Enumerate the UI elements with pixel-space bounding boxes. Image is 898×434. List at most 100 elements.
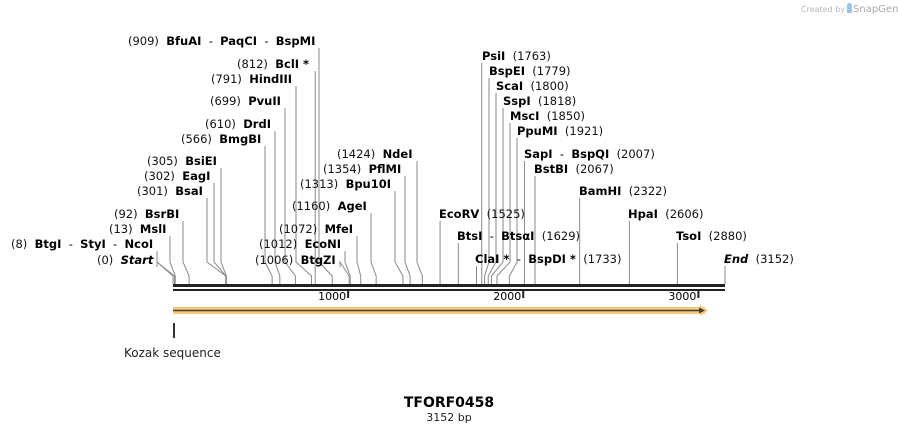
name-separator: -	[482, 229, 502, 243]
cut-line-msci	[496, 123, 511, 284]
orf-feature-arrow[interactable]	[173, 305, 708, 316]
enzyme-label-start[interactable]: (0) Start	[97, 254, 153, 267]
cut-line-eagi	[213, 183, 227, 284]
enzyme-name: MscI	[510, 109, 540, 123]
name-separator: -	[105, 237, 125, 251]
cut-line-ppumi	[508, 138, 518, 284]
cut-position: (1921)	[564, 124, 604, 138]
cut-position: (2067)	[575, 162, 614, 176]
enzyme-name: BtgZI	[300, 253, 336, 267]
enzyme-label-ecorv[interactable]: EcoRV (1525)	[439, 208, 525, 221]
enzyme-label-msci[interactable]: MscI (1850)	[510, 110, 585, 123]
enzyme-label-ppumi[interactable]: PpuMI (1921)	[517, 125, 603, 138]
name-separator: -	[509, 252, 529, 266]
enzyme-label-bmgbi[interactable]: (566) BmgBI	[181, 133, 261, 146]
name-separator: -	[257, 34, 276, 48]
enzyme-label-econi[interactable]: (1012) EcoNI	[259, 238, 341, 251]
cut-line-pflmi	[404, 176, 411, 284]
enzyme-label-bsrbi[interactable]: (92) BsrBI	[114, 208, 179, 221]
cut-line-hindiii	[295, 86, 313, 284]
enzyme-name: ScaI	[496, 79, 524, 93]
enzyme-label-scai[interactable]: ScaI (1800)	[496, 80, 569, 93]
enzyme-label-btsi[interactable]: BtsI - BtsαI (1629)	[457, 230, 580, 243]
enzyme-label-eagi[interactable]: (302) EagI	[144, 170, 210, 183]
enzyme-label-clai[interactable]: ClaI * - BspDI * (1733)	[475, 253, 621, 266]
enzyme-label-bpu10i[interactable]: (1313) Bpu10I	[300, 178, 391, 191]
enzyme-label-bsai[interactable]: (301) BsaI	[137, 185, 203, 198]
enzyme-label-msli[interactable]: (13) MslI	[109, 223, 166, 236]
enzyme-name: BmgBI	[219, 132, 262, 146]
enzyme-label-btgzi[interactable]: (1006) BtgZI	[255, 254, 336, 267]
cut-position: (610)	[205, 117, 236, 131]
cut-position: (566)	[181, 132, 212, 146]
enzyme-label-bspei[interactable]: BspEI (1779)	[489, 65, 571, 78]
enzyme-label-mfei[interactable]: (1072) MfeI	[279, 223, 353, 236]
enzyme-label-sspi[interactable]: SspI (1818)	[503, 95, 576, 108]
cut-line-pvuii	[284, 108, 296, 284]
cut-position: (92)	[114, 207, 138, 221]
enzyme-label-bsiei[interactable]: (305) BsiEI	[147, 155, 217, 168]
enzyme-name: PsiI	[482, 49, 506, 63]
cut-position: (1012)	[259, 237, 298, 251]
enzyme-label-bfuai[interactable]: (909) BfuAI - PaqCI - BspMI	[128, 35, 315, 48]
enzyme-label-psii[interactable]: PsiI (1763)	[482, 50, 551, 63]
enzyme-label-bamhi[interactable]: BamHI (2322)	[579, 185, 667, 198]
cut-position: (0)	[97, 253, 114, 267]
enzyme-name: BtsI	[457, 229, 483, 243]
cut-line-bsiei	[220, 168, 227, 284]
enzyme-label-pflmi[interactable]: (1354) PflMI	[323, 163, 401, 176]
enzyme-label-end[interactable]: End (3152)	[724, 253, 794, 266]
cut-position: (1818)	[537, 94, 577, 108]
cut-position: (8)	[11, 237, 28, 251]
enzyme-name: Start	[120, 253, 154, 267]
enzyme-name: BsiEI	[185, 154, 217, 168]
map-length: 3152 bp	[426, 411, 472, 424]
kozak-marker[interactable]	[173, 323, 175, 338]
cut-position: (1763)	[512, 49, 551, 63]
enzyme-name: BsaI	[175, 184, 203, 198]
enzyme-label-agei[interactable]: (1160) AgeI	[292, 200, 367, 213]
cut-line-sspi	[490, 108, 504, 284]
cut-line-bpu10i	[394, 191, 404, 284]
enzyme-name: EcoRV	[439, 207, 480, 221]
enzyme-label-sapi[interactable]: SapI - BspQI (2007)	[524, 148, 655, 161]
enzyme-name: PvuII	[248, 94, 281, 108]
enzyme-name: SapI	[524, 147, 553, 161]
enzyme-name: BtgI	[34, 237, 62, 251]
enzyme-name: PaqCI	[220, 34, 258, 48]
snapgene-logo-icon	[847, 3, 853, 13]
cut-line-mfei	[356, 236, 362, 284]
enzyme-label-hindiii[interactable]: (791) HindIII	[211, 73, 292, 86]
cut-position: (1779)	[532, 64, 571, 78]
enzyme-name: PflMI	[368, 162, 402, 176]
cut-position: (909)	[128, 34, 159, 48]
name-separator: -	[552, 147, 572, 161]
cut-position: (699)	[210, 94, 241, 108]
enzyme-name: DrdI	[243, 117, 271, 131]
cut-position: (302)	[144, 169, 175, 183]
enzyme-label-pvuii[interactable]: (699) PvuII	[210, 95, 281, 108]
scale-tick	[347, 291, 350, 298]
dna-backbone-bottom-strand	[173, 289, 725, 291]
enzyme-label-hpai[interactable]: HpaI (2606)	[628, 208, 703, 221]
enzyme-label-btgi[interactable]: (8) BtgI - StyI - NcoI	[11, 238, 153, 251]
enzyme-name: BspEI	[489, 64, 525, 78]
enzyme-name: PpuMI	[517, 124, 558, 138]
enzyme-label-bstbi[interactable]: BstBI (2067)	[534, 163, 614, 176]
cut-position: (1424)	[337, 147, 376, 161]
cut-line-ndei	[416, 161, 423, 284]
scale-ticks	[347, 291, 700, 298]
enzyme-name: StyI	[80, 237, 106, 251]
enzyme-label-tsoi[interactable]: TsoI (2880)	[676, 230, 747, 243]
map-title: TFORF0458	[403, 395, 495, 411]
cut-line-bspei	[484, 78, 490, 284]
snapgene-credit: Created by SnapGene	[801, 3, 898, 15]
cut-position: (2007)	[616, 147, 655, 161]
enzyme-label-bcli[interactable]: (812) BclI *	[237, 58, 309, 71]
enzyme-label-drdi[interactable]: (610) DrdI	[205, 118, 271, 131]
name-separator: -	[201, 34, 221, 48]
enzyme-label-ndei[interactable]: (1424) NdeI	[337, 148, 413, 161]
cut-position: (1160)	[292, 199, 331, 213]
enzyme-name: NcoI	[124, 237, 154, 251]
